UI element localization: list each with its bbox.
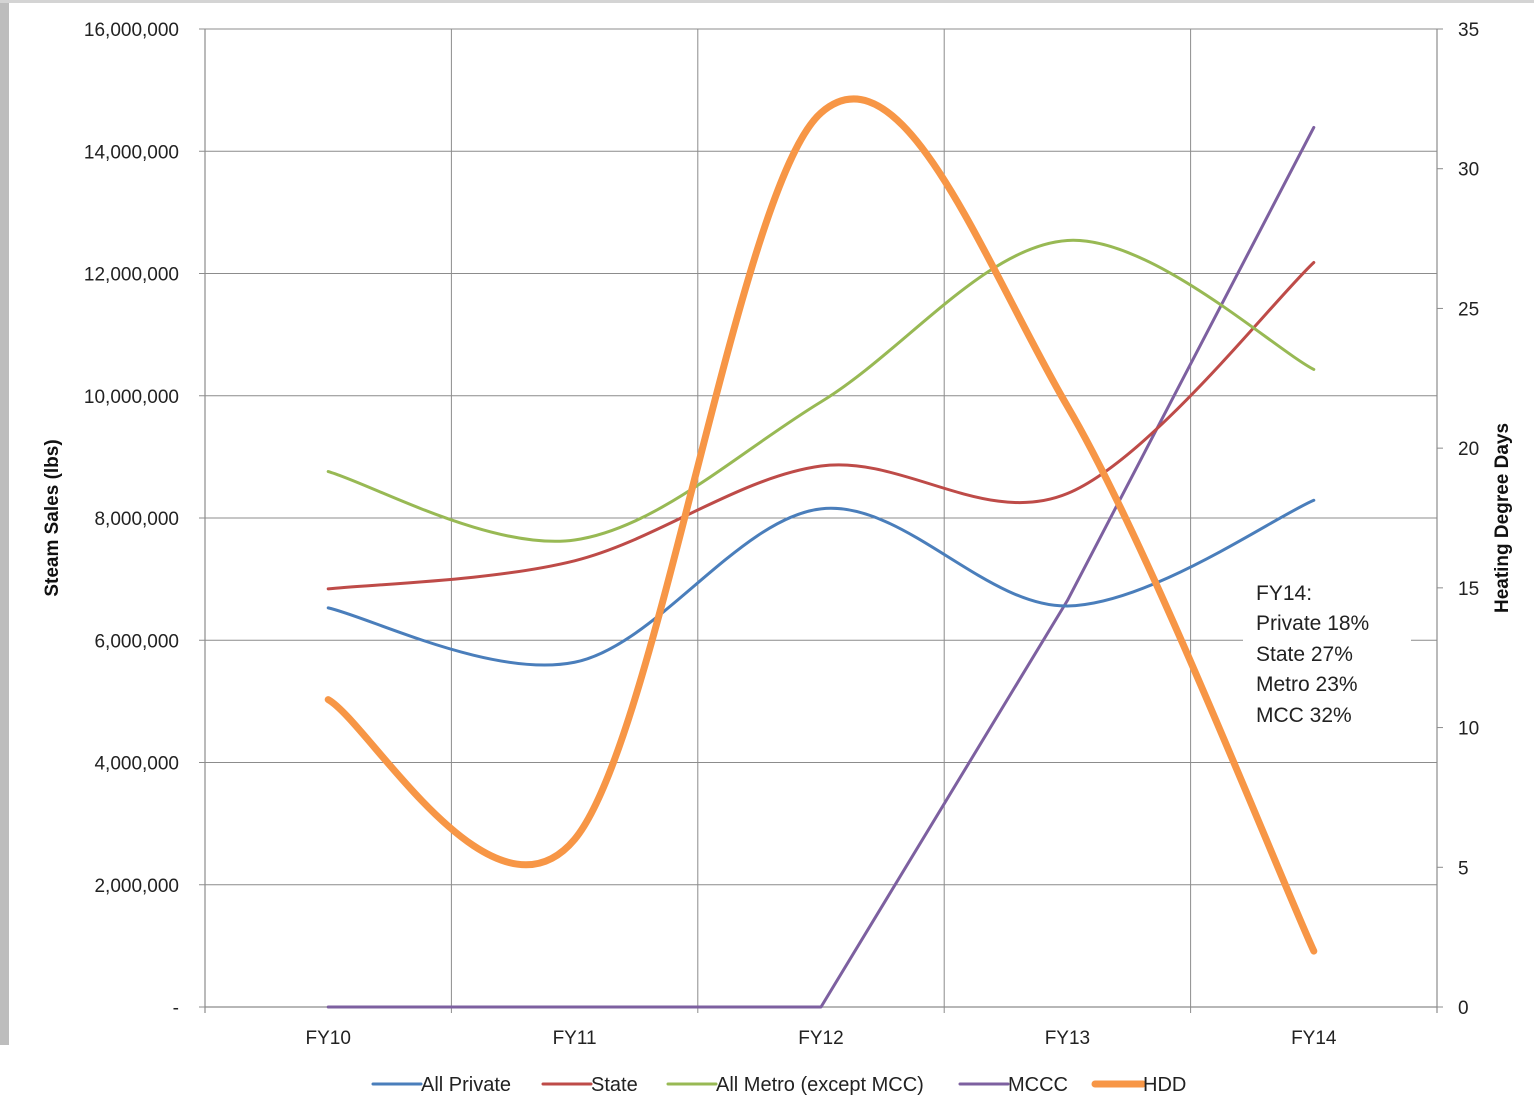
- annotation-background: [1243, 572, 1411, 742]
- x-tick-label: FY12: [798, 1028, 843, 1049]
- legend-label: State: [591, 1074, 638, 1096]
- series-line-all-metro-except-mcc: [326, 238, 1316, 543]
- x-tick-label: FY13: [1045, 1028, 1090, 1049]
- y-tick-label: 6,000,000: [94, 631, 179, 652]
- series-line-mccc: [326, 125, 1316, 1009]
- y2-tick-label: 25: [1458, 299, 1479, 320]
- annotation-line: MCC 32%: [1256, 704, 1352, 727]
- legend-label: All Metro (except MCC): [716, 1074, 924, 1096]
- annotation-line: State 27%: [1256, 643, 1353, 666]
- grid-lines: [204, 28, 1438, 1013]
- y-tick-label: 14,000,000: [84, 142, 179, 163]
- y2-tick-label: 35: [1458, 20, 1479, 41]
- annotation-line: Metro 23%: [1256, 673, 1358, 696]
- annotation-line: Private 18%: [1256, 612, 1369, 635]
- y-axis-ticks: - 2,000,000 4,000,000 6,000,000 8,000,000 10,…: [84, 20, 205, 1019]
- x-axis-ticks: FY10 FY11 FY12 FY13 FY14: [204, 1007, 1438, 1049]
- legend-label: HDD: [1143, 1074, 1186, 1096]
- legend-label: MCCC: [1008, 1074, 1068, 1096]
- y-tick-label: 16,000,000: [84, 20, 179, 41]
- series-line-state: [326, 260, 1316, 591]
- series-line-hdd: [324, 95, 1318, 955]
- y2-tick-label: 5: [1458, 858, 1469, 879]
- x-tick-label: FY11: [553, 1028, 597, 1049]
- y2-tick-label: 30: [1458, 160, 1479, 181]
- y2-tick-label: 15: [1458, 579, 1479, 600]
- x-tick-label: FY10: [305, 1028, 350, 1049]
- y2-tick-label: 20: [1458, 439, 1479, 460]
- y-tick-label: 4,000,000: [94, 754, 179, 775]
- y2-tick-label: 10: [1458, 719, 1479, 740]
- y-axis-title: Steam Sales (lbs): [42, 439, 63, 596]
- x-tick-label: FY14: [1291, 1028, 1337, 1049]
- y-tick-label: 8,000,000: [94, 509, 179, 530]
- y-tick-label: 10,000,000: [84, 387, 179, 408]
- series-lines: [324, 95, 1318, 1009]
- y-tick-label: -: [173, 998, 179, 1019]
- window-top-edge: [0, 0, 1534, 3]
- y-tick-label: 2,000,000: [94, 876, 179, 897]
- legend-label: All Private: [421, 1074, 511, 1096]
- y2-axis-ticks: 0 5 10 15 20 25 30 35: [1437, 20, 1479, 1019]
- annotation-line: FY14:: [1256, 582, 1312, 605]
- y-tick-label: 12,000,000: [84, 265, 179, 286]
- y2-axis-title: Heating Degree Days: [1492, 423, 1513, 613]
- window-left-edge: [0, 0, 9, 1045]
- y2-tick-label: 0: [1458, 998, 1469, 1019]
- annotation-box: FY14: Private 18% State 27% Metro 23% MC…: [1243, 572, 1411, 742]
- legend: All Private State All Metro (except MCC) MC…: [371, 1074, 1186, 1096]
